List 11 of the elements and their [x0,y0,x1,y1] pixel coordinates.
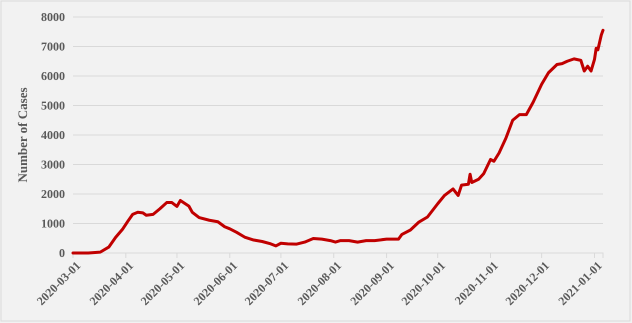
y-tick-label: 0 [59,246,65,260]
y-tick-label: 6000 [41,68,65,83]
y-tick-label: 2000 [41,186,65,201]
y-tick-label: 3000 [41,157,65,172]
line-series [72,28,604,254]
y-tick-label: 5000 [41,98,65,112]
y-tick-label: 8000 [41,10,65,24]
y-axis-title: Number of Cases [15,87,30,183]
y-tick-label: 1000 [41,216,65,230]
y-tick-label: 7000 [41,39,65,54]
y-tick-label: 4000 [41,128,65,142]
